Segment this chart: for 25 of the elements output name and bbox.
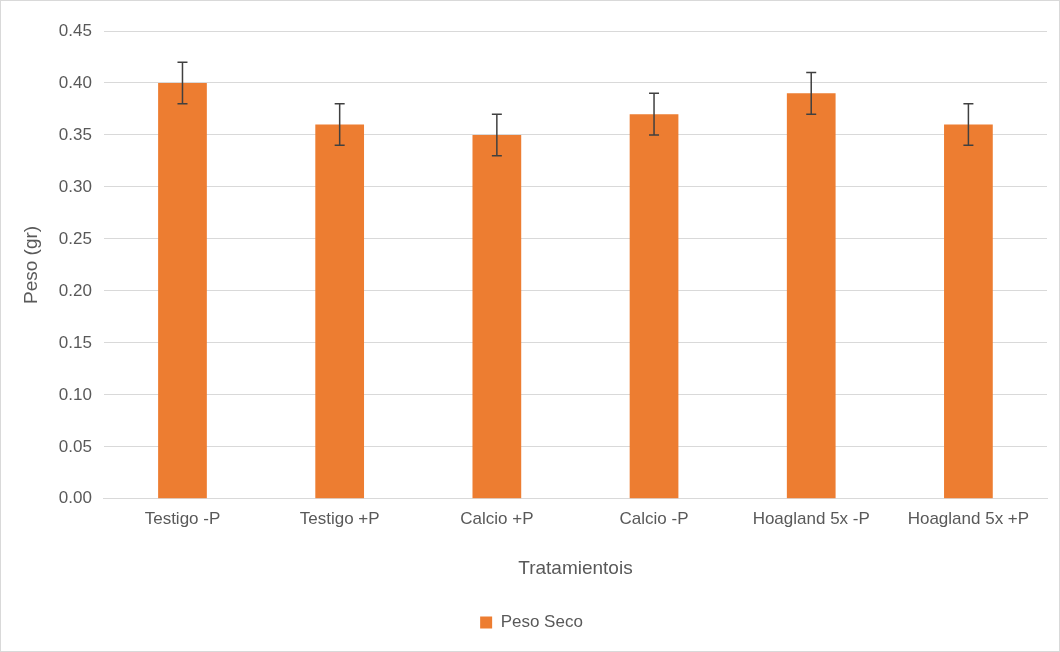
y-tick-label: 0.10 — [58, 384, 92, 404]
x-tick-label: Calcio +P — [460, 508, 534, 528]
bar — [944, 124, 993, 499]
x-tick-label: Hoagland 5x +P — [907, 508, 1030, 528]
y-tick-label: 0.20 — [58, 280, 92, 300]
x-axis-title: Tratamientois — [518, 556, 633, 578]
y-tick-label: 0.45 — [58, 20, 92, 40]
x-tick-label: Hoagland 5x -P — [752, 508, 870, 528]
bar — [786, 93, 836, 499]
y-axis-title: Peso (gr) — [19, 225, 41, 304]
y-tick-label: 0.30 — [58, 176, 92, 196]
y-tick-label: 0.00 — [58, 488, 92, 508]
x-tick-label: Testigo -P — [144, 508, 221, 528]
y-tick-label: 0.25 — [58, 228, 92, 248]
legend-label: Peso Seco — [500, 612, 583, 632]
x-tick-label: Testigo +P — [299, 508, 380, 528]
y-tick-label: 0.05 — [58, 436, 92, 456]
x-tick-label: Calcio -P — [619, 508, 689, 528]
bar — [315, 124, 365, 499]
bar — [472, 134, 522, 499]
y-tick-label: 0.15 — [58, 332, 92, 352]
y-tick-label: 0.35 — [58, 124, 92, 144]
y-tick-label: 0.40 — [58, 72, 92, 92]
bar — [158, 82, 207, 499]
bar — [629, 114, 679, 499]
